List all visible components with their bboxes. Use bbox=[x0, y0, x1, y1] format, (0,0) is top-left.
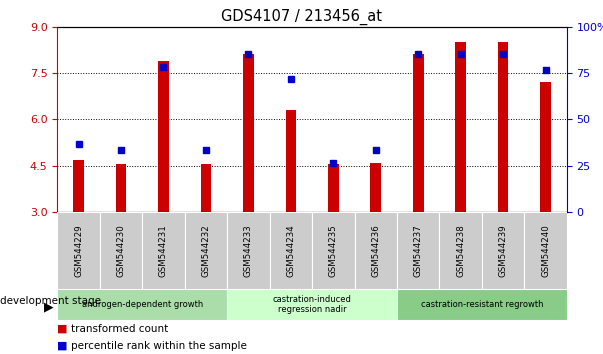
Bar bbox=[116, 164, 126, 212]
Text: ▶: ▶ bbox=[44, 300, 54, 313]
Bar bbox=[99, 212, 142, 289]
Bar bbox=[158, 61, 169, 212]
Text: GSM544234: GSM544234 bbox=[286, 224, 295, 277]
Bar bbox=[312, 212, 355, 289]
Text: GSM544236: GSM544236 bbox=[371, 224, 380, 277]
Text: development stage: development stage bbox=[0, 296, 101, 306]
Text: GSM544240: GSM544240 bbox=[541, 224, 550, 277]
Bar bbox=[440, 212, 482, 289]
Text: GSM544237: GSM544237 bbox=[414, 224, 423, 277]
Text: GSM544231: GSM544231 bbox=[159, 224, 168, 277]
Text: percentile rank within the sample: percentile rank within the sample bbox=[71, 341, 247, 351]
Text: GDS4107 / 213456_at: GDS4107 / 213456_at bbox=[221, 9, 382, 25]
Text: androgen-dependent growth: androgen-dependent growth bbox=[81, 300, 203, 309]
Bar bbox=[73, 160, 84, 212]
Text: GSM544230: GSM544230 bbox=[116, 224, 125, 277]
Bar bbox=[57, 212, 99, 289]
Bar bbox=[201, 164, 211, 212]
Bar bbox=[413, 55, 423, 212]
Bar bbox=[482, 212, 525, 289]
Text: GSM544235: GSM544235 bbox=[329, 224, 338, 277]
Text: ■: ■ bbox=[57, 341, 68, 351]
Text: GSM544229: GSM544229 bbox=[74, 224, 83, 277]
Bar bbox=[185, 212, 227, 289]
Bar bbox=[57, 289, 227, 320]
Bar bbox=[397, 289, 567, 320]
Bar bbox=[455, 42, 466, 212]
Bar bbox=[142, 212, 185, 289]
Bar bbox=[355, 212, 397, 289]
Bar bbox=[328, 164, 339, 212]
Bar bbox=[270, 212, 312, 289]
Text: GSM544233: GSM544233 bbox=[244, 224, 253, 277]
Bar bbox=[525, 212, 567, 289]
Bar bbox=[540, 82, 551, 212]
Text: transformed count: transformed count bbox=[71, 324, 168, 334]
Bar bbox=[227, 289, 397, 320]
Bar bbox=[370, 163, 381, 212]
Text: castration-induced
regression nadir: castration-induced regression nadir bbox=[273, 295, 352, 314]
Bar bbox=[285, 110, 296, 212]
Text: GSM544232: GSM544232 bbox=[201, 224, 210, 277]
Bar bbox=[397, 212, 440, 289]
Bar bbox=[243, 55, 254, 212]
Text: castration-resistant regrowth: castration-resistant regrowth bbox=[421, 300, 543, 309]
Text: GSM544238: GSM544238 bbox=[456, 224, 465, 277]
Text: GSM544239: GSM544239 bbox=[499, 224, 508, 277]
Bar bbox=[227, 212, 270, 289]
Bar bbox=[498, 42, 508, 212]
Text: ■: ■ bbox=[57, 324, 68, 334]
